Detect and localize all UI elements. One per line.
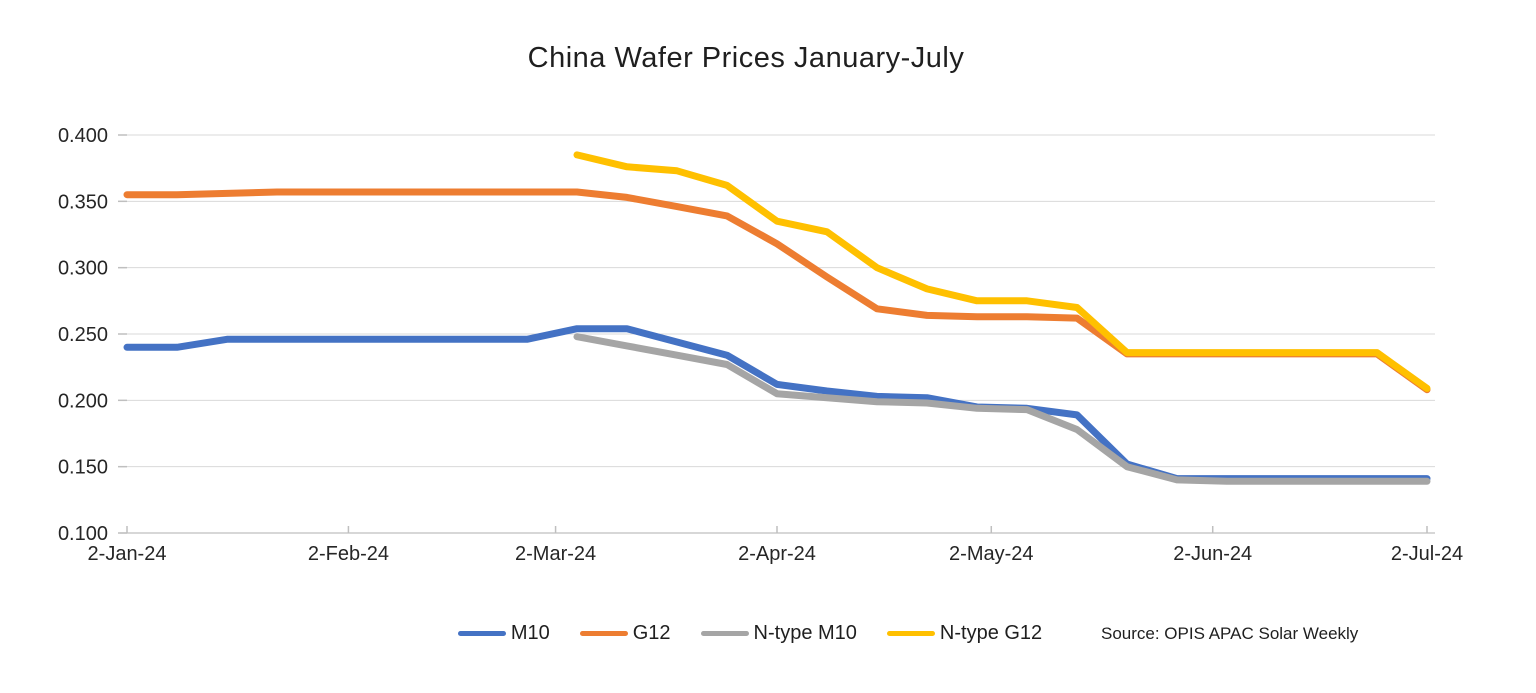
x-tick-label: 2-Mar-24	[515, 543, 596, 565]
legend-label-n-type-g12: N-type G12	[939, 622, 1043, 644]
legend-label-g12: G12	[632, 622, 671, 644]
legend: M10 G12 N-type M10 N-type G12	[0, 622, 1500, 645]
y-tick-label: 0.300	[58, 258, 108, 280]
x-tick-label: 2-Feb-24	[308, 543, 389, 565]
x-tick-label: 2-Jan-24	[88, 543, 167, 565]
legend-item-g12: G12	[579, 622, 671, 645]
legend-item-n-type-m10: N-type M10	[700, 622, 857, 645]
legend-swatch-n-type-m10	[700, 631, 749, 636]
legend-label-m10: M10	[510, 622, 550, 644]
legend-item-m10: M10	[457, 622, 550, 645]
legend-swatch-n-type-g12	[886, 631, 935, 636]
series-line-n-type-g12	[573, 151, 1431, 392]
x-tick-label: 2-Jul-24	[1391, 543, 1463, 565]
y-tick-label: 0.400	[58, 125, 108, 147]
y-tick-label: 0.100	[58, 523, 108, 545]
legend-swatch-g12	[579, 631, 628, 636]
y-tick-label: 0.200	[58, 390, 108, 412]
series-line-n-type-m10	[573, 333, 1431, 485]
legend-swatch-m10	[457, 631, 506, 636]
y-tick-label: 0.150	[58, 457, 108, 479]
y-tick-label: 0.250	[58, 324, 108, 346]
legend-item-n-type-g12: N-type G12	[886, 622, 1043, 645]
x-tick-label: 2-May-24	[949, 543, 1033, 565]
chart-title: China Wafer Prices January-July	[527, 42, 965, 74]
x-tick-label: 2-Apr-24	[738, 543, 816, 565]
x-tick-label: 2-Jun-24	[1173, 543, 1252, 565]
y-tick-label: 0.350	[58, 191, 108, 213]
source-note: Source: OPIS APAC Solar Weekly	[1101, 624, 1359, 643]
legend-label-n-type-m10: N-type M10	[753, 622, 857, 644]
